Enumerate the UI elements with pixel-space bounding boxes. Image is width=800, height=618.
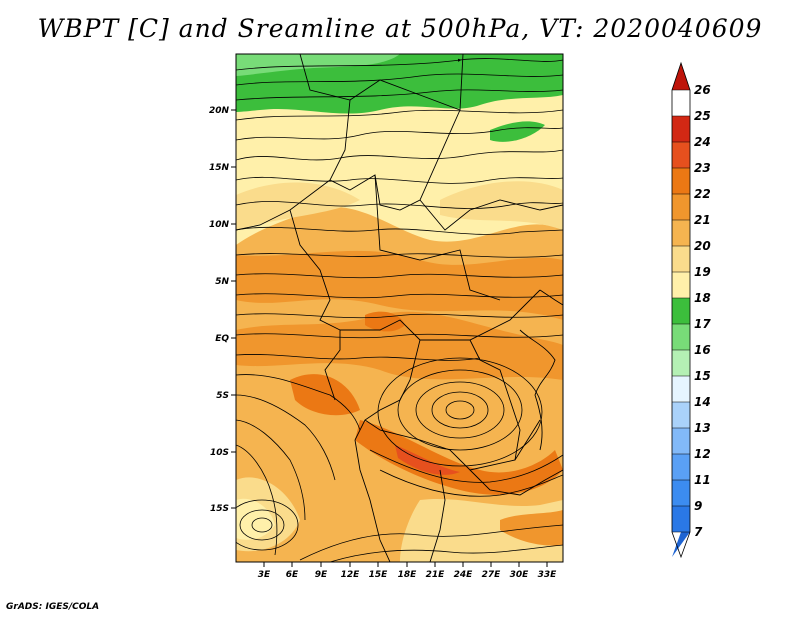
lon-tick-24E: 24E (454, 570, 474, 580)
lon-tick-6E: 6E (286, 570, 299, 580)
colorbar-label-17: 17 (694, 317, 711, 331)
colorbar-label-7: 7 (694, 525, 703, 539)
colorbar-label-12: 12 (694, 447, 711, 461)
country-borders (236, 54, 563, 562)
colorbar-bottom-arrow (672, 532, 690, 557)
colorbar-label-11: 11 (694, 473, 711, 487)
colorbar-label-25: 25 (694, 109, 711, 123)
colorbar: 7 9 11 12 13 14 15 16 17 18 19 20 21 22 … (671, 61, 711, 559)
colorbar-swatch-17 (672, 324, 690, 350)
wbpt-field-22b (236, 311, 563, 380)
colorbar-swatch-13 (672, 428, 690, 454)
lat-tick-15S: 15S (210, 504, 229, 514)
lat-tick-EQ: EQ (215, 334, 229, 344)
colorbar-swatch-18 (672, 298, 690, 324)
colorbar-label-16: 16 (694, 343, 711, 357)
colorbar-label-19: 19 (694, 265, 711, 279)
colorbar-label-13: 13 (694, 421, 711, 435)
lon-tick-33E: 33E (538, 570, 558, 580)
lon-tick-9E: 9E (315, 570, 328, 580)
colorbar-swatch-9 (672, 506, 690, 532)
lon-tick-30E: 30E (510, 570, 530, 580)
colorbar-label-18: 18 (694, 291, 711, 305)
colorbar-swatch-12 (672, 454, 690, 480)
lat-tick-10N: 10N (209, 220, 230, 230)
wbpt-field-23b (355, 420, 563, 495)
colorbar-label-23: 23 (694, 161, 711, 175)
lat-tick-20N: 20N (209, 106, 230, 116)
lon-tick-27E: 27E (482, 570, 502, 580)
colorbar-swatch-25 (672, 116, 690, 142)
colorbar-label-24: 24 (694, 135, 711, 149)
lon-tick-18E: 18E (398, 570, 418, 580)
wbpt-field-18 (236, 54, 563, 114)
lat-tick-10S: 10S (210, 448, 229, 458)
colorbar-swatch-19 (672, 272, 690, 298)
wbpt-field-20d (400, 498, 563, 562)
lon-tick-3E: 3E (258, 570, 271, 580)
map-plot-area (236, 54, 563, 562)
lat-tick-5S: 5S (216, 391, 229, 401)
map-frame (235, 53, 564, 563)
colorbar-swatch-21 (672, 220, 690, 246)
lat-tick-5N: 5N (215, 277, 229, 287)
lon-axis: 3E 6E 9E 12E 15E 18E 21E 24E 27E 30E 33E (258, 562, 557, 580)
wbpt-field-20b (440, 181, 563, 230)
colorbar-label-14: 14 (694, 395, 711, 409)
lat-tick-15N: 15N (209, 163, 230, 173)
colorbar-swatch-14 (672, 402, 690, 428)
colorbar-label-22: 22 (694, 187, 711, 201)
wbpt-field-22a (236, 250, 563, 320)
wbpt-field-23c (365, 311, 405, 332)
colorbar-swatch-15 (672, 376, 690, 402)
colorbar-label-15: 15 (694, 369, 711, 383)
lon-tick-12E: 12E (341, 570, 361, 580)
wbpt-field-17 (236, 54, 400, 76)
lon-tick-15E: 15E (369, 570, 389, 580)
streamlines (236, 58, 563, 562)
colorbar-swatch-23 (672, 168, 690, 194)
colorbar-top-arrow (672, 63, 690, 90)
colorbar-label-20: 20 (694, 239, 711, 253)
colorbar-swatch-20 (672, 246, 690, 272)
colorbar-swatch-16 (672, 350, 690, 376)
colorbar-swatch-11 (672, 480, 690, 506)
grads-credit: GrADS: IGES/COLA (6, 602, 100, 612)
colorbar-swatch-22 (672, 194, 690, 220)
colorbar-swatch-24 (672, 142, 690, 168)
lon-tick-21E: 21E (426, 570, 446, 580)
colorbar-label-26: 26 (694, 83, 711, 97)
lat-axis: 20N 15N 10N 5N EQ 5S 10S 15S (209, 106, 236, 514)
wbpt-field-18b (490, 121, 545, 142)
colorbar-label-21: 21 (694, 213, 711, 227)
colorbar-label-9: 9 (694, 499, 702, 513)
wbpt-field-20 (236, 182, 360, 230)
wbpt-field-24 (395, 445, 460, 475)
map-title: WBPT [C] and Sreamline at 500hPa, VT: 20… (37, 14, 763, 43)
